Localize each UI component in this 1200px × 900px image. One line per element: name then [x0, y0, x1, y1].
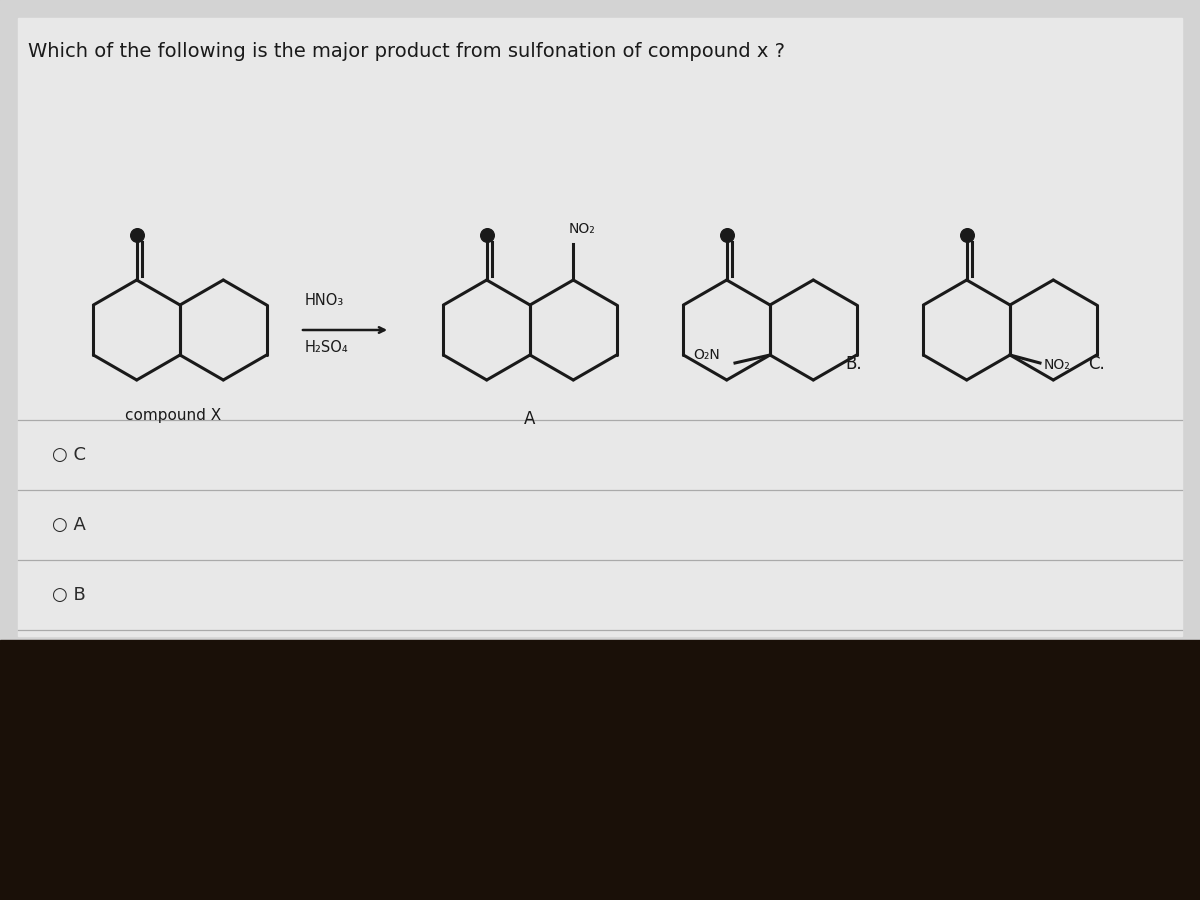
- Text: ○ B: ○ B: [52, 586, 85, 604]
- Text: B.: B.: [845, 355, 862, 373]
- Text: C.: C.: [1088, 355, 1105, 373]
- Text: H₂SO₄: H₂SO₄: [305, 340, 349, 355]
- Text: ○ A: ○ A: [52, 516, 86, 534]
- Bar: [18, 18, 1182, 636]
- Bar: [0, 0, 1200, 640]
- Text: NO₂: NO₂: [1044, 358, 1070, 372]
- Text: O₂N: O₂N: [694, 348, 720, 362]
- Text: HNO₃: HNO₃: [305, 293, 344, 308]
- Bar: [0, 640, 1200, 900]
- Text: Which of the following is the major product from sulfonation of compound x ?: Which of the following is the major prod…: [28, 42, 785, 61]
- Text: ○ C: ○ C: [52, 446, 86, 464]
- Text: A: A: [524, 410, 535, 428]
- Text: compound X: compound X: [125, 408, 221, 423]
- Text: NO₂: NO₂: [569, 222, 595, 236]
